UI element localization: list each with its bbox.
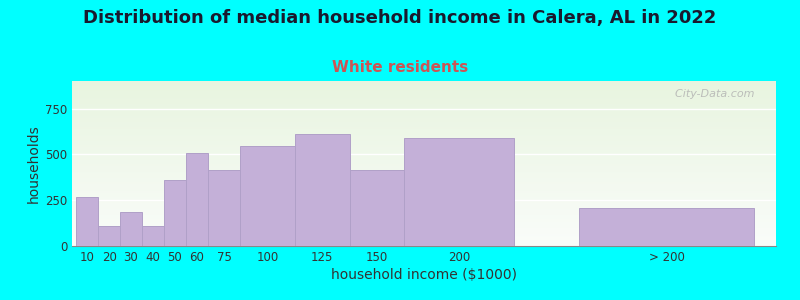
Bar [350,170,404,246]
Bar [186,153,207,246]
Bar [98,226,120,246]
Text: City-Data.com: City-Data.com [668,89,755,99]
Text: Distribution of median household income in Calera, AL in 2022: Distribution of median household income … [83,9,717,27]
Bar [120,212,142,246]
Bar [295,134,350,246]
Bar [240,146,295,246]
Bar [164,180,186,246]
X-axis label: household income ($1000): household income ($1000) [331,268,517,282]
Bar [207,170,240,246]
Text: White residents: White residents [332,60,468,75]
Bar [76,196,98,246]
Bar [404,138,514,246]
Bar [579,208,754,246]
Bar [142,226,164,246]
Y-axis label: households: households [26,124,41,203]
